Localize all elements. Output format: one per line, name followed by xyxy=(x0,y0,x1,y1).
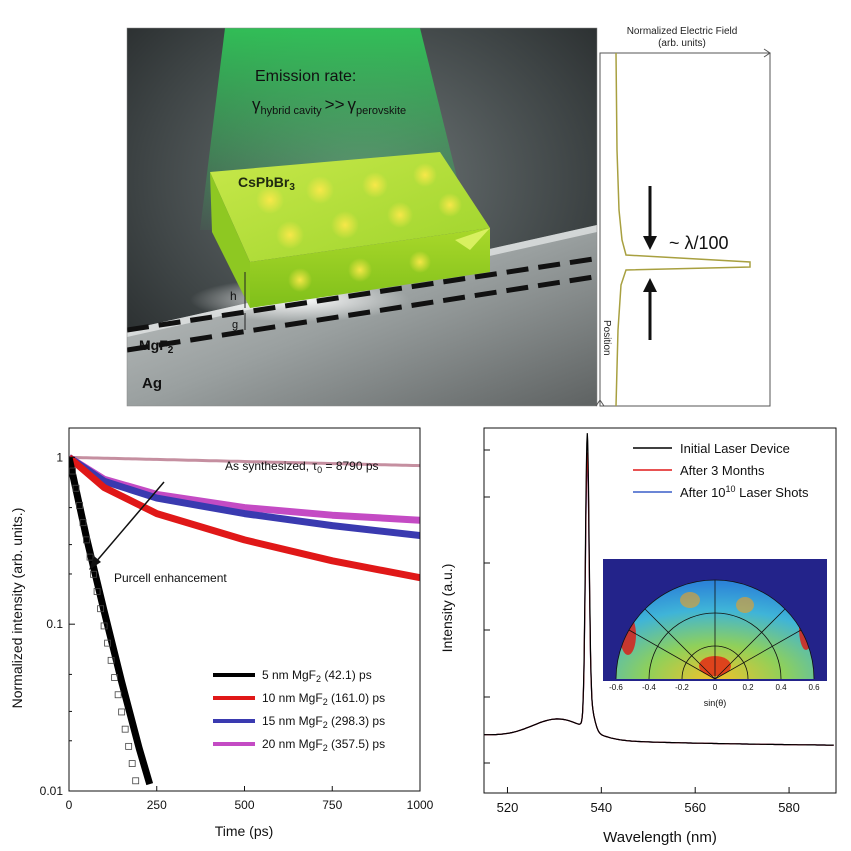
decay-chart: 0 250 500 750 1000 0.01 0.1 1 Normalized intens… xyxy=(9,427,434,839)
spectrum-x-tick-label: 540 xyxy=(590,800,612,815)
decay-data-marker xyxy=(100,622,108,630)
field-axis-title: Normalized Electric Field xyxy=(627,26,738,37)
spectrum-series-line xyxy=(484,433,834,746)
position-axis-label: Position xyxy=(601,320,612,356)
spectrum-legend-label: After 3 Months xyxy=(680,463,765,478)
decay-legend-label: 10 nm MgF2 (161.0) ps xyxy=(262,691,385,707)
ag-label: Ag xyxy=(142,375,162,392)
spectrum-x-tick-label: 580 xyxy=(778,800,800,815)
far-field-inset: -0.6 -0.4 -0.2 0 0.2 0.4 0.6 sin(θ) xyxy=(603,559,827,708)
decay-data-marker xyxy=(72,484,80,492)
g-label: g xyxy=(232,319,238,331)
decay-data-marker xyxy=(76,502,83,509)
decay-x-tick-label: 1000 xyxy=(407,798,434,812)
emission-title: Emission rate: xyxy=(255,68,356,85)
decay-data-marker xyxy=(79,519,87,527)
inset-tick-label: 0.4 xyxy=(775,683,787,692)
spectrum-legend-label: After 1010 Laser Shots xyxy=(680,484,809,500)
decay-y-tick-label: 0.01 xyxy=(40,784,64,798)
decay-data-marker xyxy=(104,639,112,647)
decay-y-axis-label: Normalized intensity (arb. units.) xyxy=(9,508,25,709)
h-label: h xyxy=(230,289,237,303)
decay-data-marker xyxy=(114,691,122,699)
decay-x-tick-label: 250 xyxy=(147,798,167,812)
as-synthesized-annotation: As synthesized, τ0 = 8790 ps xyxy=(225,459,379,475)
inset-tick-label: 0 xyxy=(713,683,718,692)
decay-data-marker xyxy=(97,605,104,613)
lambda-label: ~ λ/100 xyxy=(669,233,729,253)
decay-data-marker xyxy=(125,742,133,750)
spectrum-x-tick-label: 560 xyxy=(684,800,706,815)
decay-series-line xyxy=(69,454,420,582)
perovskite-crystal xyxy=(210,152,490,308)
spectrum-legend: Initial Laser Device After 3 Months After … xyxy=(633,441,809,500)
device-illustration xyxy=(127,28,597,406)
inset-tick-label: 0.6 xyxy=(808,683,820,692)
decay-legend-label: 5 nm MgF2 (42.1) ps xyxy=(262,668,372,684)
inset-tick-label: 0.2 xyxy=(742,683,754,692)
inset-tick-label: -0.4 xyxy=(642,683,656,692)
decay-legend-label: 20 nm MgF2 (357.5) ps xyxy=(262,737,385,753)
decay-x-tick-label: 500 xyxy=(234,798,254,812)
decay-series-line xyxy=(69,456,154,786)
inset-tick-label: -0.6 xyxy=(609,683,623,692)
inset-x-axis-label: sin(θ) xyxy=(704,698,727,708)
spectrum-chart: 520 540 560 580 Intensity (a.u.) Wavelength… xyxy=(439,427,837,846)
decay-y-tick-label: 0.1 xyxy=(46,617,63,631)
decay-data-marker xyxy=(93,588,101,595)
decay-x-axis-label: Time (ps) xyxy=(215,823,274,839)
decay-data-marker xyxy=(132,777,140,785)
decay-data-marker xyxy=(118,708,126,716)
decay-data-marker xyxy=(69,467,76,475)
decay-legend-label: 15 nm MgF2 (298.3) ps xyxy=(262,714,385,730)
decay-x-tick-label: 750 xyxy=(322,798,342,812)
decay-legend: 5 nm MgF2 (42.1) ps 10 nm MgF2 (161.0) ps… xyxy=(213,668,385,753)
decay-data-marker xyxy=(107,656,115,664)
purcell-arrow xyxy=(94,481,165,564)
decay-data-marker xyxy=(121,725,129,733)
mgf2-label: MgF2 xyxy=(139,337,174,356)
field-profile-panel: Normalized Electric Field (arb. units) P… xyxy=(595,26,771,407)
field-profile-curve xyxy=(615,52,751,407)
decay-data-marker xyxy=(128,760,136,767)
crystal-label: CsPbBr3 xyxy=(238,174,295,193)
spectrum-x-axis-label: Wavelength (nm) xyxy=(603,829,717,846)
spectrum-plot-frame xyxy=(483,427,837,794)
decay-series-line xyxy=(69,455,420,468)
decay-data-marker xyxy=(90,570,97,578)
field-axis-units: (arb. units) xyxy=(658,38,706,49)
inset-tick-label: -0.2 xyxy=(675,683,689,692)
decay-y-tick-label: 1 xyxy=(56,450,63,464)
spectrum-legend-label: Initial Laser Device xyxy=(680,441,790,456)
decay-data-marker xyxy=(83,536,90,544)
mgf2-bottom-dash xyxy=(127,273,597,353)
decay-data-marker xyxy=(111,674,119,681)
mgf2-top-dash xyxy=(127,255,597,333)
spectrum-y-axis-label: Intensity (a.u.) xyxy=(439,564,455,653)
purcell-annotation: Purcell enhancement xyxy=(114,571,227,585)
decay-x-tick-label: 0 xyxy=(66,798,73,812)
decay-data-marker xyxy=(86,553,94,561)
decay-series-line xyxy=(69,454,420,539)
spectrum-x-tick-label: 520 xyxy=(497,800,519,815)
emission-ratio: γhybrid cavity >> γperovskite xyxy=(252,95,406,117)
